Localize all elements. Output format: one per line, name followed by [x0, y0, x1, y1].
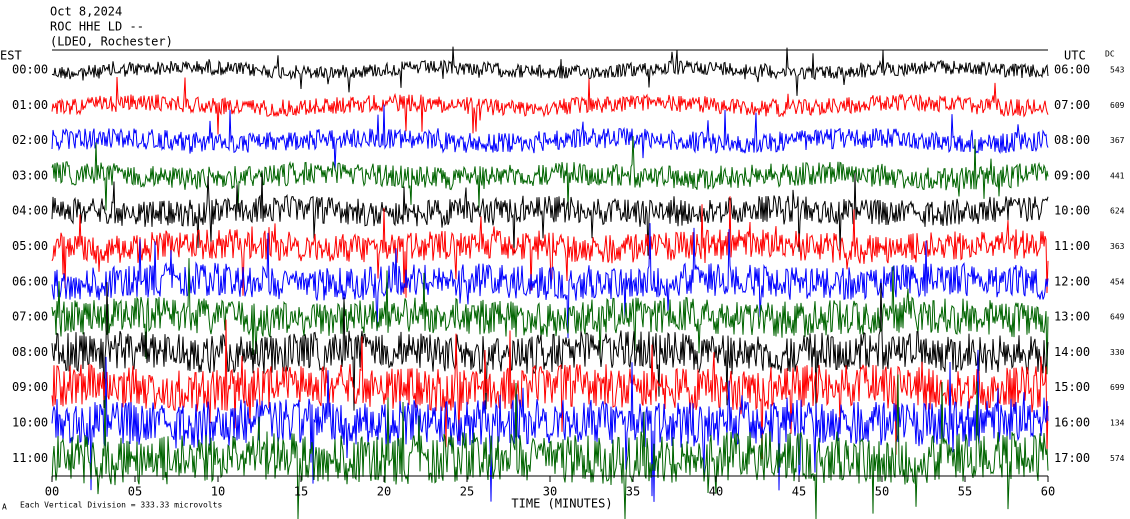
est-label: 11:00 — [12, 451, 48, 465]
utc-label: 15:00 — [1054, 380, 1090, 394]
trace — [51, 349, 1049, 502]
utc-label: 08:00 — [1054, 133, 1090, 147]
utc-label: 07:00 — [1054, 98, 1090, 112]
x-tick-label: 30 — [543, 485, 557, 499]
trace — [51, 374, 1049, 519]
est-label: 06:00 — [12, 274, 48, 288]
x-tick-label: 55 — [958, 485, 972, 499]
x-tick-label: 40 — [709, 485, 723, 499]
dc-value: 609 — [1110, 101, 1125, 110]
dc-value: 649 — [1110, 313, 1125, 322]
utc-label: 13:00 — [1054, 310, 1090, 324]
est-label: 08:00 — [12, 345, 48, 359]
x-tick-label: 15 — [294, 485, 308, 499]
est-label: 07:00 — [12, 310, 48, 324]
dc-value: 454 — [1110, 277, 1125, 286]
est-label: 04:00 — [12, 204, 48, 218]
dc-value: 367 — [1110, 136, 1125, 145]
x-tick-label: 10 — [211, 485, 225, 499]
dc-value: 134 — [1110, 419, 1125, 428]
trace — [51, 319, 1049, 460]
x-tick-label: 05 — [128, 485, 142, 499]
x-tick-label: 50 — [875, 485, 889, 499]
dc-value: 330 — [1110, 348, 1125, 357]
x-tick-label: 35 — [626, 485, 640, 499]
utc-label: 06:00 — [1054, 63, 1090, 77]
dc-value: 624 — [1110, 207, 1125, 216]
trace — [51, 135, 1049, 211]
trace — [51, 104, 1049, 171]
dc-value: 574 — [1110, 454, 1125, 463]
x-tick-label: 60 — [1041, 485, 1055, 499]
est-label: 00:00 — [12, 63, 48, 77]
labels: 00:00 06:00 543 01:00 07:00 609 02:00 08:00 367 0… — [12, 63, 1125, 499]
utc-label: 11:00 — [1054, 239, 1090, 253]
header-line: Oct 8,2024 — [50, 5, 122, 19]
right-label: UTC — [1064, 49, 1086, 63]
x-tick-label: 00 — [45, 485, 59, 499]
footer-text: Each Vertical Division = 333.33 microvol… — [20, 501, 222, 510]
dc-value: 699 — [1110, 383, 1125, 392]
trace — [51, 223, 1049, 339]
utc-label: 12:00 — [1054, 274, 1090, 288]
header-line: ROC HHE LD -- — [50, 20, 144, 34]
est-label: 02:00 — [12, 133, 48, 147]
dc-value: 543 — [1110, 66, 1125, 75]
x-tick-label: 20 — [377, 485, 391, 499]
trace — [51, 172, 1049, 256]
trace — [51, 76, 1049, 135]
left-label: EST — [0, 49, 22, 63]
est-label: 03:00 — [12, 168, 48, 182]
dc-value: 363 — [1110, 242, 1125, 251]
dc-value: 441 — [1110, 171, 1125, 180]
header-line: (LDEO, Rochester) — [50, 35, 173, 49]
traces — [51, 46, 1049, 519]
x-tick-label: 25 — [460, 485, 474, 499]
utc-label: 10:00 — [1054, 204, 1090, 218]
trace — [51, 46, 1049, 96]
est-label: 09:00 — [12, 380, 48, 394]
dc-label: DC — [1105, 50, 1115, 59]
utc-label: 09:00 — [1054, 168, 1090, 182]
est-label: 01:00 — [12, 98, 48, 112]
footer-mark: A — [2, 503, 7, 512]
utc-label: 17:00 — [1054, 451, 1090, 465]
utc-label: 16:00 — [1054, 416, 1090, 430]
trace — [51, 196, 1049, 298]
trace — [51, 282, 1049, 413]
utc-label: 14:00 — [1054, 345, 1090, 359]
est-label: 10:00 — [12, 416, 48, 430]
est-label: 05:00 — [12, 239, 48, 253]
x-tick-label: 45 — [792, 485, 806, 499]
x-axis-title: TIME (MINUTES) — [511, 497, 612, 511]
